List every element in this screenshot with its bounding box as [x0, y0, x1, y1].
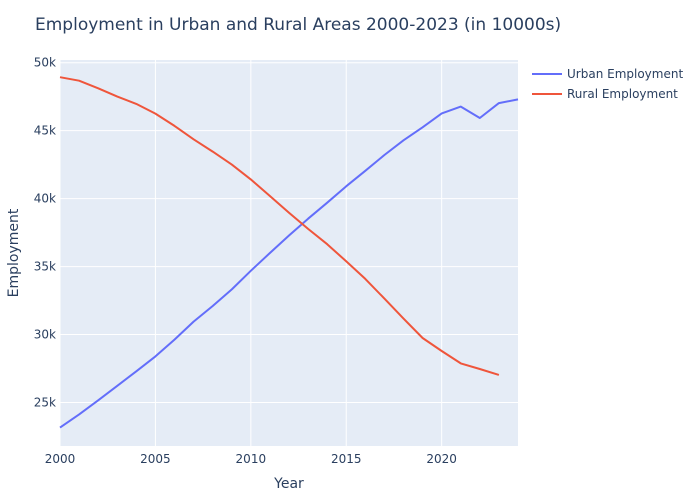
y-axis-ticks: 25k 30k 35k 40k 45k 50k	[34, 56, 56, 410]
legend-item[interactable]: Urban Employment	[532, 67, 683, 81]
y-tick-label: 30k	[34, 328, 56, 342]
series-lines	[59, 76, 519, 429]
x-tick-label: 2020	[426, 452, 457, 466]
y-tick-label: 25k	[34, 396, 56, 410]
legend-label: Rural Employment	[567, 87, 678, 101]
y-tick-label: 40k	[34, 192, 56, 206]
series-line-rural[interactable]	[59, 76, 500, 376]
y-tick-label: 45k	[34, 124, 56, 138]
chart-title: Employment in Urban and Rural Areas 2000…	[35, 15, 561, 35]
x-tick-label: 2010	[236, 452, 267, 466]
legend-label: Urban Employment	[567, 67, 683, 81]
series-line-urban[interactable]	[59, 98, 519, 429]
legend-item[interactable]: Rural Employment	[532, 87, 678, 101]
x-axis-ticks: 2000 2005 2010 2015 2020	[45, 452, 457, 466]
y-tick-label: 50k	[34, 56, 56, 70]
x-tick-label: 2005	[140, 452, 171, 466]
y-tick-label: 35k	[34, 260, 56, 274]
x-tick-label: 2000	[45, 452, 76, 466]
x-tick-label: 2015	[331, 452, 362, 466]
plot-area	[60, 60, 518, 446]
grid-lines	[59, 60, 518, 446]
x-axis-title: Year	[273, 476, 304, 492]
legend[interactable]: Urban Employment Rural Employment	[532, 67, 683, 101]
y-axis-title: Employment	[6, 208, 22, 297]
